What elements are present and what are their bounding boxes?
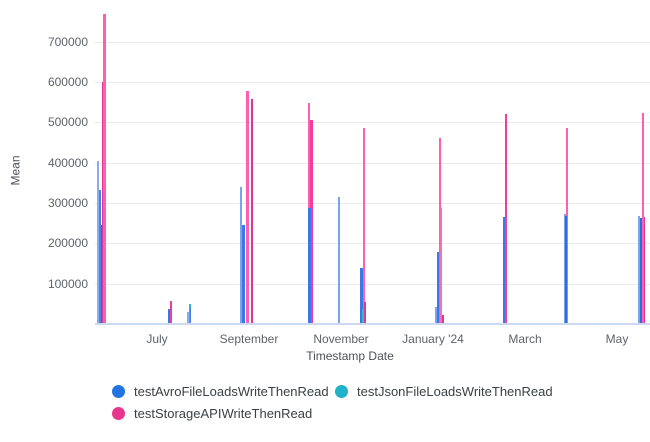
legend-dot-avro-icon: [112, 385, 125, 398]
x-axis-tick-label: November: [313, 332, 369, 346]
gridline: [95, 283, 650, 285]
bar-storage[interactable]: [643, 217, 646, 324]
legend-item-avro[interactable]: testAvroFileLoadsWriteThenRead: [112, 384, 329, 399]
bar-avro[interactable]: [436, 251, 440, 324]
bar-avro[interactable]: [639, 218, 642, 324]
bar-avro[interactable]: [435, 306, 437, 324]
legend-dot-json-icon: [335, 385, 348, 398]
gridline: [95, 243, 650, 245]
bar-storage[interactable]: [250, 98, 253, 324]
bar-storage[interactable]: [102, 82, 104, 324]
bar-avro[interactable]: [167, 308, 170, 324]
bar-avro[interactable]: [360, 268, 363, 324]
legend-item-storage[interactable]: testStorageAPIWriteThenRead: [112, 406, 312, 421]
bar-storage[interactable]: [440, 208, 442, 324]
gridline: [95, 202, 650, 204]
bar-storage[interactable]: [439, 137, 441, 324]
gridline: [95, 82, 650, 83]
y-axis-tick-label: 400000: [47, 155, 88, 170]
bar-avro[interactable]: [502, 217, 506, 324]
x-axis-title: Timestamp Date: [306, 349, 394, 363]
bar-storage[interactable]: [169, 300, 173, 324]
bar-avro[interactable]: [242, 225, 245, 324]
bar-avro[interactable]: [97, 160, 99, 324]
x-axis-tick-label: July: [146, 332, 168, 346]
bar-avro[interactable]: [563, 214, 566, 324]
y-axis-tick-label: 200000: [47, 236, 88, 251]
gridline: [95, 122, 650, 124]
y-axis-tick-label: 300000: [47, 195, 88, 210]
bar-storage[interactable]: [364, 301, 367, 324]
y-axis-tick-label: 100000: [47, 276, 88, 291]
bar-storage[interactable]: [504, 114, 507, 324]
bar-storage[interactable]: [441, 314, 444, 324]
bar-storage[interactable]: [103, 13, 106, 324]
y-axis-title: Mean: [8, 155, 23, 186]
gridline: [95, 162, 650, 164]
x-axis-tick-label: March: [508, 332, 542, 346]
bar-avro[interactable]: [189, 307, 192, 324]
bar-avro[interactable]: [239, 186, 242, 324]
bar-avro[interactable]: [99, 190, 101, 324]
legend-dot-storage-icon: [112, 407, 125, 420]
bar-avro[interactable]: [186, 311, 189, 324]
legend-item-json[interactable]: testJsonFileLoadsWriteThenRead: [335, 384, 553, 399]
bar-avro[interactable]: [338, 196, 340, 324]
bar-avro[interactable]: [565, 215, 568, 324]
bar-storage[interactable]: [246, 90, 249, 324]
x-axis-tick-label: September: [219, 332, 279, 346]
x-axis-line: [95, 323, 650, 325]
bar-avro[interactable]: [637, 215, 640, 324]
bar-storage[interactable]: [641, 113, 644, 324]
x-axis-tick-label: January '24: [402, 332, 464, 346]
y-axis-tick-label: 600000: [47, 75, 88, 89]
y-axis-tick-label: 700000: [47, 34, 88, 49]
legend-label-avro: testAvroFileLoadsWriteThenRead: [134, 384, 329, 399]
bar-storage[interactable]: [363, 127, 365, 324]
gridline: [95, 41, 650, 43]
x-axis-tick-label: May: [605, 332, 629, 346]
legend-label-storage: testStorageAPIWriteThenRead: [134, 406, 313, 421]
y-axis-tick-label: 500000: [47, 115, 88, 130]
legend-label-json: testJsonFileLoadsWriteThenRead: [357, 384, 553, 399]
bar-json[interactable]: [361, 308, 364, 324]
bar-avro[interactable]: [308, 208, 311, 324]
bar-storage[interactable]: [310, 119, 313, 324]
